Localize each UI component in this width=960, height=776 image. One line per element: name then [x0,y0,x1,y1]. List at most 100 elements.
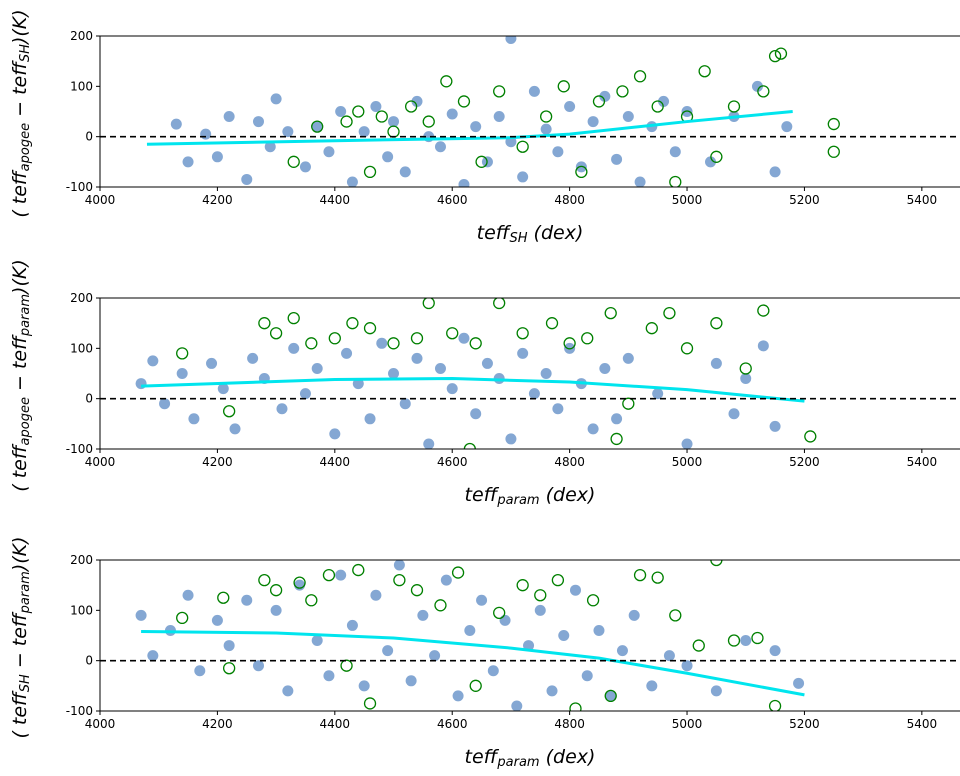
point [652,388,664,400]
point [769,166,781,178]
point [499,614,511,626]
point [434,599,447,612]
point [581,332,594,345]
panel: -100 0 100 200 4000 4200 4400 4600 4800 5000 5200 5… [9,536,960,770]
point [464,624,476,636]
point [622,111,634,123]
point [382,645,394,657]
point [587,116,599,128]
point [341,347,353,359]
point [605,690,617,702]
point [534,589,547,602]
point [446,108,458,120]
point [410,332,424,345]
trend-line [141,377,805,403]
point [206,357,218,369]
x-axis-label: teffparam (dex) [465,746,596,770]
point [804,430,817,443]
point [223,111,235,123]
y-axis-label: ( teffapogee − teffparam)(K) [9,259,33,492]
point [311,120,324,133]
point [335,569,347,581]
point [634,176,646,187]
point [264,141,276,153]
y-tick-label: 0 [85,130,93,144]
point [241,173,253,185]
point [269,584,283,597]
point [487,665,499,677]
plot-area [100,560,960,711]
point [211,151,223,163]
y-tick-label: -100 [66,180,93,194]
point [476,594,488,606]
label-part: (dex) [528,222,584,244]
label-subscript: param [18,294,33,337]
point [768,49,782,63]
point [751,80,763,92]
label-part: teff [465,484,500,506]
y-axis-label: ( teffapogee − teffSH)(K) [9,9,33,217]
point [528,388,540,400]
point [710,685,722,697]
x-tick-label: 4400 [320,455,351,469]
point [757,340,769,352]
point [305,594,318,607]
point [258,317,271,330]
point [382,151,394,163]
point [376,337,388,349]
point [586,594,600,607]
point [229,423,241,435]
point [288,342,300,354]
point [757,304,770,317]
point [363,697,377,710]
point [493,606,506,619]
y-tick-label: -100 [66,442,93,456]
point [363,322,377,335]
point [569,702,582,711]
point [417,609,429,621]
point [740,635,752,647]
plot-area [100,298,960,449]
point [311,635,323,647]
point [616,85,629,98]
point [481,357,493,369]
point [388,116,400,128]
point [705,156,717,168]
label-part: ( teff [9,169,31,218]
point [375,110,388,123]
point [622,352,634,364]
point [393,573,406,587]
point [563,337,576,350]
point [557,80,570,93]
point [551,573,565,587]
label-part: − teff [9,60,31,123]
point [516,579,529,592]
point [740,373,752,385]
point [276,403,288,415]
y-axis-label: ( teffSH − teffparam)(K) [9,536,33,738]
y-tick-label: 100 [70,603,93,617]
point [540,123,552,135]
label-part: teff [477,222,512,244]
point [399,166,411,178]
x-tick-label: 4000 [85,193,116,207]
point [545,317,559,330]
x-tick-label: 5000 [672,717,703,731]
point [592,95,606,108]
point [769,420,781,432]
point [176,347,189,360]
point [340,659,353,672]
x-tick-label: 5400 [907,455,938,469]
x-tick-label: 4600 [437,193,468,207]
point [546,685,558,697]
point [252,660,264,672]
x-tick-label: 5200 [789,193,820,207]
point [463,442,476,449]
point [422,298,435,310]
point [739,362,752,375]
label-part: − teff [9,611,31,674]
plot-area [100,36,960,187]
point [182,156,194,168]
point [651,571,664,584]
